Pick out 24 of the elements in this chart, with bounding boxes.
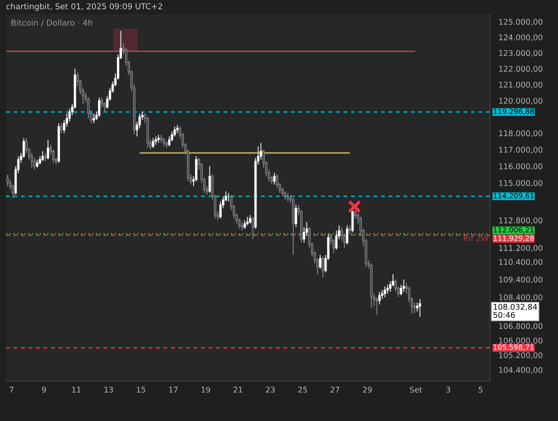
candlestick	[418, 298, 422, 318]
candlestick	[103, 102, 106, 112]
candlestick	[152, 138, 154, 148]
candlestick	[292, 198, 294, 256]
candlestick	[6, 174, 9, 187]
candlestick	[30, 152, 33, 168]
candlestick	[252, 216, 254, 240]
candlestick	[376, 296, 378, 316]
candlestick	[402, 278, 405, 292]
candlestick	[346, 224, 348, 245]
candlestick	[384, 286, 386, 298]
candlestick	[60, 122, 63, 134]
candlestick	[208, 166, 211, 194]
candlestick	[168, 136, 170, 147]
candlestick	[68, 108, 71, 122]
candlestick	[322, 256, 324, 278]
candlestick	[98, 96, 100, 118]
candlestick	[41, 150, 44, 162]
candlestick	[92, 113, 95, 124]
candlestick	[100, 96, 104, 108]
chart-subtitle: chartingbit, Set 01, 2025 09:09 UTC+2	[6, 3, 162, 11]
candlestick	[273, 172, 276, 186]
candlestick	[319, 254, 322, 270]
text: Bitcoin / Dollaro · 4h	[12, 20, 92, 26]
